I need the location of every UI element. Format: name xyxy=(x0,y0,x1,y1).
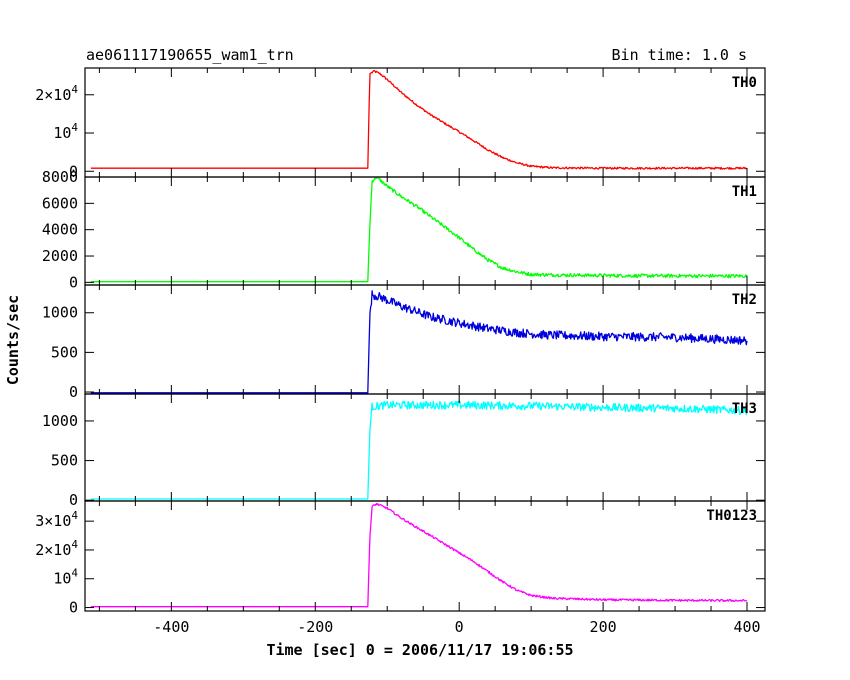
x-tick-label: 0 xyxy=(455,618,464,636)
y-tick-label: 8000 xyxy=(42,168,78,186)
y-tick-label: 0 xyxy=(69,383,78,401)
chart-title: ae061117190655_wam1_trn xyxy=(86,46,294,64)
y-tick-label: 0 xyxy=(69,273,78,291)
y-tick-label: 500 xyxy=(51,452,78,470)
series-line-th2 xyxy=(90,290,748,394)
panel-frame xyxy=(84,284,766,395)
series-line-th3 xyxy=(90,400,748,500)
panel-label-th0: TH0 xyxy=(732,75,757,91)
x-tick-label: 400 xyxy=(733,618,760,636)
panel-th1: 8000 6000 4000 2000 0 TH1 xyxy=(42,168,766,291)
y-tick-label: 2×104 xyxy=(35,538,78,559)
panel-label-th0123: TH0123 xyxy=(706,508,757,524)
series-line-th0123 xyxy=(90,502,748,608)
y-tick-label: 4000 xyxy=(42,221,78,239)
panel-label-th1: TH1 xyxy=(732,184,757,200)
y-tick-label: 6000 xyxy=(42,194,78,212)
y-tick-label: 3×104 xyxy=(35,509,78,530)
x-axis-tick-labels: -400 -200 0 200 400 xyxy=(153,618,760,636)
y-tick-label: 1000 xyxy=(42,304,78,322)
panel-label-th2: TH2 xyxy=(732,292,757,308)
panel-frame xyxy=(84,393,766,502)
panel-frame xyxy=(84,500,766,612)
panel-th2: 1000 500 0 TH2 xyxy=(42,284,766,401)
bin-time-label: Bin time: 1.0 s xyxy=(612,46,747,64)
panel-th0: 2×104 104 0 TH0 xyxy=(35,67,766,180)
panel-th3: 1000 500 0 TH3 xyxy=(42,393,766,509)
x-tick-label: -400 xyxy=(153,618,189,636)
y-tick-label: 104 xyxy=(53,121,78,142)
series-line-th0 xyxy=(90,69,748,170)
y-tick-label: 0 xyxy=(69,491,78,509)
x-tick-label: 200 xyxy=(590,618,617,636)
panel-frame xyxy=(84,67,766,178)
y-tick-label: 0 xyxy=(69,599,78,617)
y-axis-title: Counts/sec xyxy=(4,295,22,385)
y-tick-label: 500 xyxy=(51,343,78,361)
y-tick-label: 0 xyxy=(69,162,78,180)
y-tick-label: 2000 xyxy=(42,247,78,265)
x-tick-label: -200 xyxy=(297,618,333,636)
series-line-th1 xyxy=(90,177,748,283)
x-axis-title: Time [sec] 0 = 2006/11/17 19:06:55 xyxy=(266,641,573,659)
panels-group: 2×104 104 0 TH0 8000 6000 4000 2000 0 TH1 1000 500 0… xyxy=(35,67,766,617)
panel-frame xyxy=(84,176,766,286)
y-tick-label: 1000 xyxy=(42,412,78,430)
panel-label-th3: TH3 xyxy=(732,401,757,417)
panel-th0123: 3×104 2×104 104 0 TH0123 xyxy=(35,500,766,617)
y-tick-label: 104 xyxy=(53,567,78,588)
y-tick-label: 2×104 xyxy=(35,83,78,104)
